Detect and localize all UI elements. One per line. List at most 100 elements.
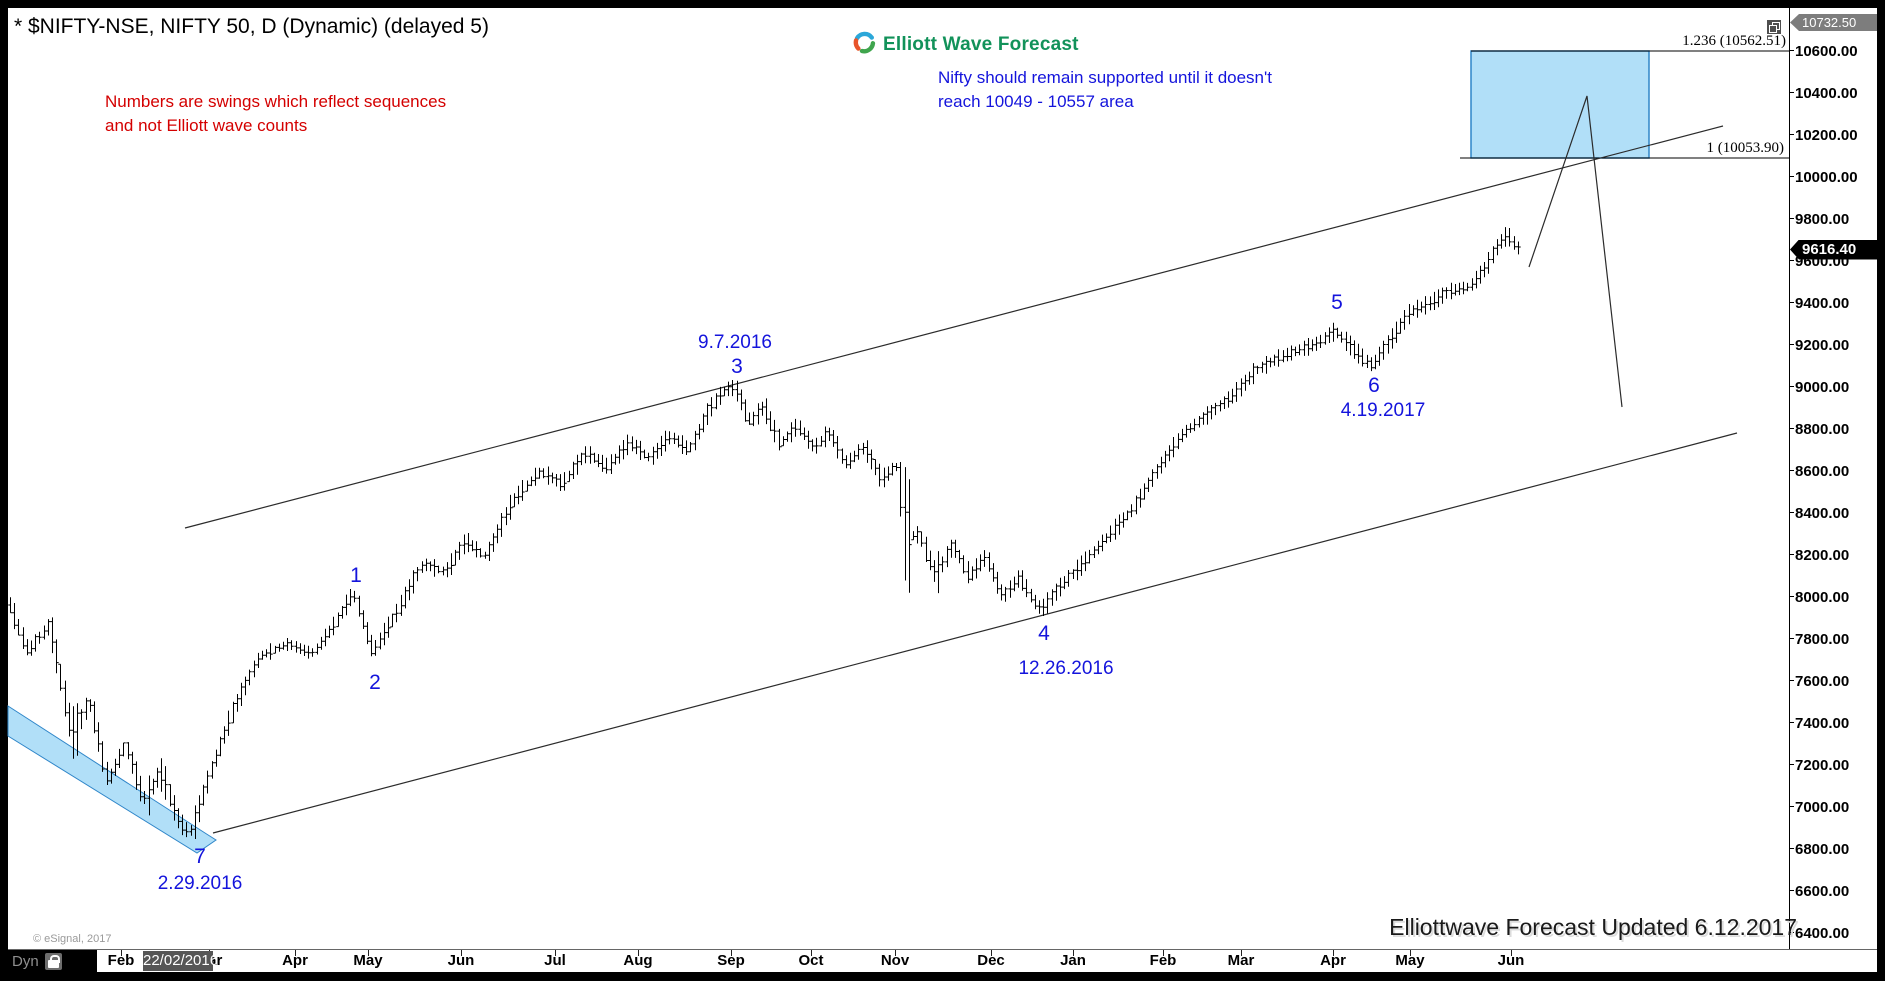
price-tick-label: 10000.00 (1795, 169, 1858, 186)
axis-top-tag: 10732.50 (1790, 14, 1877, 31)
month-tick (731, 950, 732, 956)
time-axis-separator (8, 949, 1877, 950)
month-label-nov: Nov (880, 952, 910, 969)
price-tick-label: 9800.00 (1795, 211, 1850, 228)
price-axis[interactable]: 10600.00 10400.00 10200.00 10000.00 9800.00 9… (1789, 8, 1877, 949)
month-tick (638, 950, 639, 956)
elliott-wave-logo-text: Elliott Wave Forecast (883, 34, 1079, 55)
month-label-may: May (1395, 952, 1425, 969)
month-label-oct: Oct (798, 952, 824, 969)
price-tick-mark (1789, 428, 1794, 429)
channel-trendline-lower[interactable] (212, 432, 1738, 834)
price-tick-label: 10600.00 (1795, 43, 1858, 60)
swing-label-7: 7 (194, 845, 206, 868)
red-annotation: Numbers are swings which reflect sequenc… (105, 90, 446, 138)
blue-annotation-line1: Nifty should remain supported until it d… (938, 68, 1272, 87)
price-tick-label: 8600.00 (1795, 463, 1850, 480)
price-tick-mark (1789, 638, 1794, 639)
swing-date-7: 2.29.2016 (157, 873, 243, 894)
price-tick-mark (1789, 932, 1794, 933)
price-tick-mark (1789, 806, 1794, 807)
price-tick-mark (1789, 596, 1794, 597)
restore-window-icon[interactable] (1767, 20, 1781, 34)
swing-label-5: 5 (1331, 291, 1343, 314)
price-tick-label: 10200.00 (1795, 127, 1858, 144)
swing-label-1: 1 (350, 564, 362, 587)
price-tick-mark (1789, 890, 1794, 891)
price-tick-mark (1789, 176, 1794, 177)
chart-title: * $NIFTY-NSE, NIFTY 50, D (Dynamic) (del… (14, 15, 489, 38)
month-tick (1511, 950, 1512, 956)
price-tick-mark (1789, 470, 1794, 471)
price-bars[interactable] (8, 227, 1521, 839)
fib-level-label-1236: 1.236 (10562.51) (1682, 33, 1786, 49)
price-tick-mark (1789, 722, 1794, 723)
price-tick-mark (1789, 386, 1794, 387)
price-tick-mark (1789, 260, 1794, 261)
month-tick (1410, 950, 1411, 956)
watermark-updated-text: Elliottwave Forecast Updated 6.12.2017 (1389, 914, 1797, 940)
last-price-tag: 9616.40 (1790, 239, 1877, 260)
month-label-apr: Apr (1320, 952, 1346, 969)
price-tick-label: 7800.00 (1795, 631, 1850, 648)
month-label-may: May (353, 952, 383, 969)
month-label-aug: Aug (623, 952, 653, 969)
price-tick-mark (1789, 50, 1794, 51)
month-tick (121, 950, 122, 956)
price-tick-mark (1789, 302, 1794, 303)
month-tick (811, 950, 812, 956)
blue-annotation: Nifty should remain supported until it d… (938, 66, 1272, 114)
swing-date-4: 12.26.2016 (1018, 658, 1114, 679)
swing-date-3: 9.7.2016 (698, 332, 772, 353)
price-tick-mark (1789, 218, 1794, 219)
month-tick (295, 950, 296, 956)
price-tick-label: 6800.00 (1795, 841, 1850, 858)
price-tick-label: 8200.00 (1795, 547, 1850, 564)
price-tick-label: 7200.00 (1795, 757, 1850, 774)
price-tick-mark (1789, 764, 1794, 765)
dyn-mode-label: Dyn (12, 952, 39, 970)
month-tick (368, 950, 369, 956)
channel-trendline-upper[interactable] (184, 125, 1724, 529)
swing-label-6: 6 (1368, 374, 1380, 397)
time-axis[interactable]: Feb Mar Apr May Jun Jul Aug Sep Oct Nov Dec Jan Feb M… (8, 950, 1789, 972)
month-tick (1073, 950, 1074, 956)
price-tick-label: 7600.00 (1795, 673, 1850, 690)
price-tick-label: 6400.00 (1795, 925, 1850, 942)
price-tick-label: 8000.00 (1795, 589, 1850, 606)
price-tick-label: 8800.00 (1795, 421, 1850, 438)
price-tick-mark (1789, 848, 1794, 849)
month-label-feb: Feb (1149, 952, 1177, 969)
price-tick-mark (1789, 134, 1794, 135)
month-tick (1241, 950, 1242, 956)
lock-icon[interactable] (44, 952, 62, 970)
price-tick-mark (1789, 344, 1794, 345)
price-tick-mark (1789, 680, 1794, 681)
month-tick (1163, 950, 1164, 956)
month-label-feb: Feb (107, 952, 135, 969)
month-tick (895, 950, 896, 956)
price-tick-mark (1789, 554, 1794, 555)
chart-mode-box: Dyn (8, 950, 97, 972)
price-tick-label: 10400.00 (1795, 85, 1858, 102)
price-tick-label: 7000.00 (1795, 799, 1850, 816)
swing-label-3: 3 (731, 355, 743, 378)
month-tick (991, 950, 992, 956)
price-tick-label: 9400.00 (1795, 295, 1850, 312)
month-label-jun: Jun (447, 952, 475, 969)
price-tick-mark (1789, 512, 1794, 513)
month-tick (555, 950, 556, 956)
price-tick-label: 9000.00 (1795, 379, 1850, 396)
month-label-sep: Sep (717, 952, 745, 969)
price-tick-label: 7400.00 (1795, 715, 1850, 732)
projection-path[interactable] (1528, 95, 1623, 408)
price-tick-label: 9200.00 (1795, 337, 1850, 354)
elliott-wave-logo-icon (853, 31, 876, 59)
month-label-apr: Apr (282, 952, 308, 969)
target-box[interactable] (1470, 50, 1650, 159)
month-label-dec: Dec (977, 952, 1005, 969)
swing-date-6: 4.19.2017 (1340, 400, 1426, 421)
esignal-copyright: © eSignal, 2017 (33, 933, 112, 945)
date-tooltip: 22/02/2016 (143, 951, 219, 971)
